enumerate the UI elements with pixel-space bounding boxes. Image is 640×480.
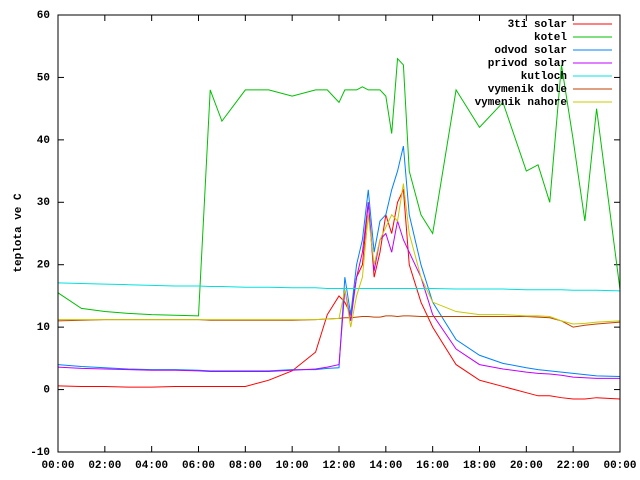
series-line: [57, 57, 621, 317]
x-tick-label: 20:00: [510, 460, 543, 472]
plot-border: [57, 14, 621, 453]
y-tick-label: 40: [37, 135, 50, 147]
y-axis-label: teplota ve C: [13, 193, 25, 273]
legend-label: vymenik nahore: [475, 97, 568, 109]
series-line: [57, 282, 621, 292]
x-tick-label: 06:00: [182, 460, 215, 472]
x-tick-label: 08:00: [229, 460, 262, 472]
legend-label: vymenik dole: [488, 84, 568, 96]
x-tick-label: 22:00: [557, 460, 590, 472]
legend-label: kutloch: [521, 71, 567, 83]
x-tick-label: 02:00: [88, 460, 121, 472]
legend-label: 3ti solar: [508, 19, 567, 31]
legend-label: kotel: [534, 32, 567, 44]
x-tick-label: 00:00: [41, 460, 74, 472]
x-tick-label: 16:00: [416, 460, 449, 472]
legend-label: odvod solar: [494, 45, 567, 57]
x-tick-label: 10:00: [276, 460, 309, 472]
legend-label: privod solar: [488, 58, 567, 70]
x-tick-label: 18:00: [463, 460, 496, 472]
y-tick-label: 10: [37, 322, 50, 334]
x-tick-label: 12:00: [322, 460, 355, 472]
x-tick-label: 04:00: [135, 460, 168, 472]
y-tick-label: 0: [43, 384, 50, 396]
y-tick-label: 60: [37, 10, 50, 22]
series-line: [58, 183, 621, 328]
x-tick-label: 00:00: [603, 460, 636, 472]
y-tick-label: -10: [30, 447, 50, 459]
y-tick-label: 30: [37, 197, 50, 209]
x-tick-label: 14:00: [369, 460, 402, 472]
y-tick-label: 20: [37, 260, 50, 272]
y-tick-label: 50: [37, 72, 50, 84]
series-line: [57, 145, 621, 377]
